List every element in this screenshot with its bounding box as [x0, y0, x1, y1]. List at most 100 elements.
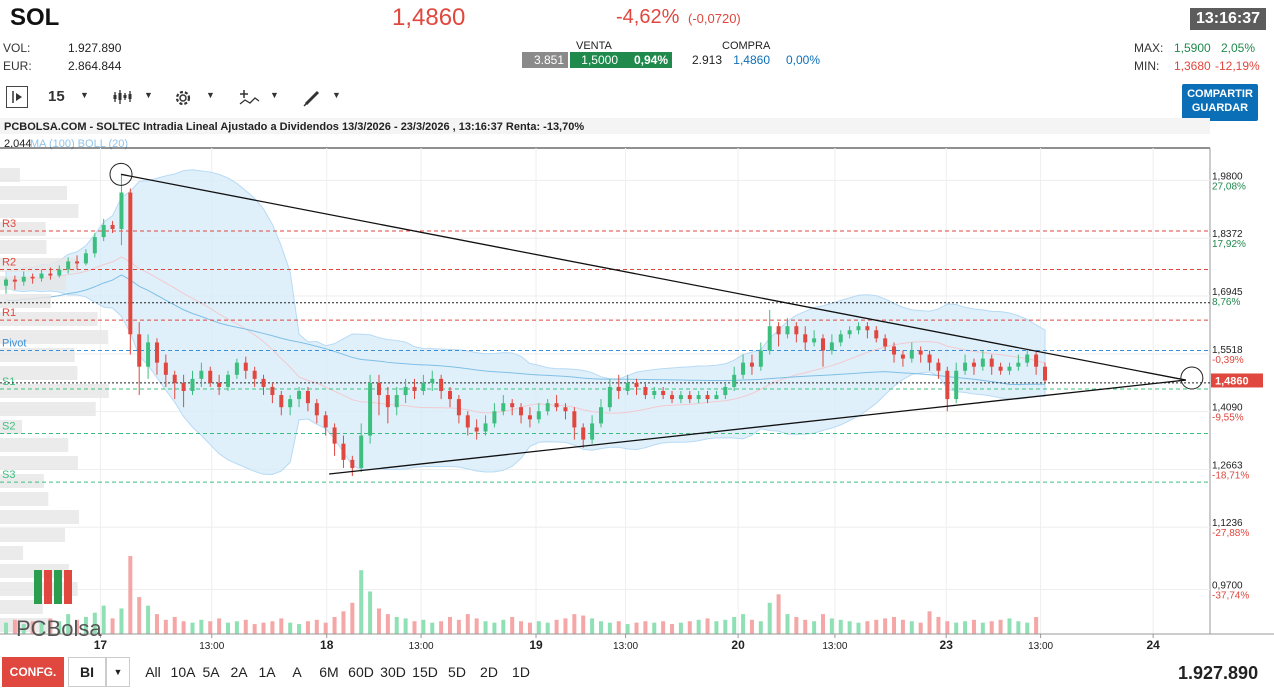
x-tick-label: 13:00: [409, 641, 434, 652]
candle-body: [696, 395, 701, 400]
pencil-icon[interactable]: [302, 88, 322, 108]
candle-body: [305, 391, 310, 404]
chevron-down-icon: ▼: [113, 667, 123, 677]
chart-title: PCBOLSA.COM - SOLTEC Intradia Lineal Aju…: [4, 121, 584, 133]
title-bar: [0, 118, 1210, 134]
range-button-60d[interactable]: 60D: [346, 657, 376, 687]
candle-body: [794, 326, 799, 335]
candle-body: [279, 395, 284, 408]
chevron-down-icon[interactable]: ▼: [332, 90, 341, 100]
volume-bar: [350, 602, 355, 634]
candle-body: [421, 382, 426, 391]
volume-bar: [21, 624, 26, 634]
volume-bar: [892, 616, 897, 634]
volume-bar: [483, 621, 488, 634]
candle-body: [927, 354, 932, 363]
candle-body: [492, 411, 497, 424]
candle-body: [803, 334, 808, 343]
volume-bar: [572, 614, 577, 634]
y-tick-label: 1,2663: [1212, 460, 1243, 471]
candle-body: [48, 273, 53, 276]
logo-bar: [54, 570, 62, 604]
volume-bar: [687, 621, 692, 634]
volume-bar: [146, 605, 151, 634]
volume-bar: [261, 622, 266, 634]
range-button-15d[interactable]: 15D: [410, 657, 440, 687]
candle-body: [758, 350, 763, 367]
candle-body: [21, 276, 26, 282]
volume-bar: [66, 614, 71, 634]
range-button-6m[interactable]: 6M: [314, 657, 344, 687]
range-button-5d[interactable]: 5D: [442, 657, 472, 687]
pivot-label-r2: R2: [2, 257, 16, 269]
volume-bar: [385, 614, 390, 634]
volume-bar: [670, 624, 675, 634]
range-button-all[interactable]: All: [138, 657, 168, 687]
mode-select[interactable]: BI: [68, 657, 106, 687]
candle-body: [705, 395, 710, 400]
volume-bar: [536, 621, 541, 634]
volume-bar: [1034, 616, 1039, 634]
eur-value: 2.864.844: [68, 59, 122, 73]
range-button-1a[interactable]: 1A: [254, 657, 280, 687]
candle-body: [661, 391, 666, 396]
interval-select[interactable]: 15: [48, 88, 65, 105]
volume-bar: [847, 621, 852, 634]
candles-icon[interactable]: [112, 88, 132, 106]
y-tick-pct: 27,08%: [1212, 181, 1246, 192]
candle-body: [883, 338, 888, 347]
logo-bar: [34, 570, 42, 604]
volume-bar: [412, 621, 417, 634]
candle-body: [909, 350, 914, 359]
max-label: MAX:: [1134, 41, 1164, 55]
gear-icon[interactable]: [172, 87, 194, 109]
market-time: 13:16:37: [1190, 8, 1267, 30]
candle-body: [812, 338, 817, 343]
candle-body: [989, 358, 994, 367]
share-label: COMPARTIR: [1187, 88, 1253, 100]
candle-body: [465, 415, 470, 428]
volume-bar: [234, 621, 239, 634]
chevron-down-icon[interactable]: ▼: [80, 90, 89, 100]
indicators-icon[interactable]: [238, 88, 260, 108]
volume-bar: [1016, 621, 1021, 634]
volume-bar: [838, 619, 843, 634]
volume-profile-bar: [0, 420, 23, 434]
config-button[interactable]: CONFG.: [2, 657, 64, 687]
candle-body: [971, 362, 976, 367]
volume-bar: [767, 602, 772, 634]
x-tick-label: 17: [94, 638, 108, 652]
pivot-label-s3: S3: [2, 469, 15, 481]
volume-bar: [39, 622, 44, 634]
chevron-down-icon[interactable]: ▼: [270, 90, 279, 100]
candle-body: [572, 411, 577, 428]
range-button-1d[interactable]: 1D: [506, 657, 536, 687]
candle-body: [563, 407, 568, 412]
venta-price: 1,5000: [570, 52, 622, 68]
range-button-5a[interactable]: 5A: [198, 657, 224, 687]
volume-bar: [137, 597, 142, 634]
share-save-button[interactable]: COMPARTIR GUARDAR: [1182, 84, 1258, 121]
chevron-down-icon[interactable]: ▼: [206, 90, 215, 100]
chevron-down-icon[interactable]: ▼: [144, 90, 153, 100]
volume-bar: [909, 621, 914, 634]
candle-body: [527, 415, 532, 420]
change-percent: -4,62%: [616, 6, 680, 28]
range-button-a[interactable]: A: [282, 657, 312, 687]
range-button-10a[interactable]: 10A: [170, 657, 196, 687]
compra-label: COMPRA: [722, 40, 771, 52]
range-button-2a[interactable]: 2A: [226, 657, 252, 687]
venta-qty: 3.851: [522, 52, 568, 68]
candle-body: [714, 395, 719, 400]
play-toggle-button[interactable]: [6, 86, 28, 108]
price-chart[interactable]: PCBOLSA.COM - SOLTEC Intradia Lineal Aju…: [0, 118, 1274, 656]
candle-body: [945, 370, 950, 400]
range-button-2d[interactable]: 2D: [474, 657, 504, 687]
candle-body: [643, 386, 648, 396]
range-button-30d[interactable]: 30D: [378, 657, 408, 687]
candle-body: [607, 386, 612, 408]
candle-body: [501, 403, 506, 412]
candle-body: [39, 273, 44, 279]
candle-body: [820, 338, 825, 351]
mode-dropdown-button[interactable]: ▼: [106, 657, 130, 687]
